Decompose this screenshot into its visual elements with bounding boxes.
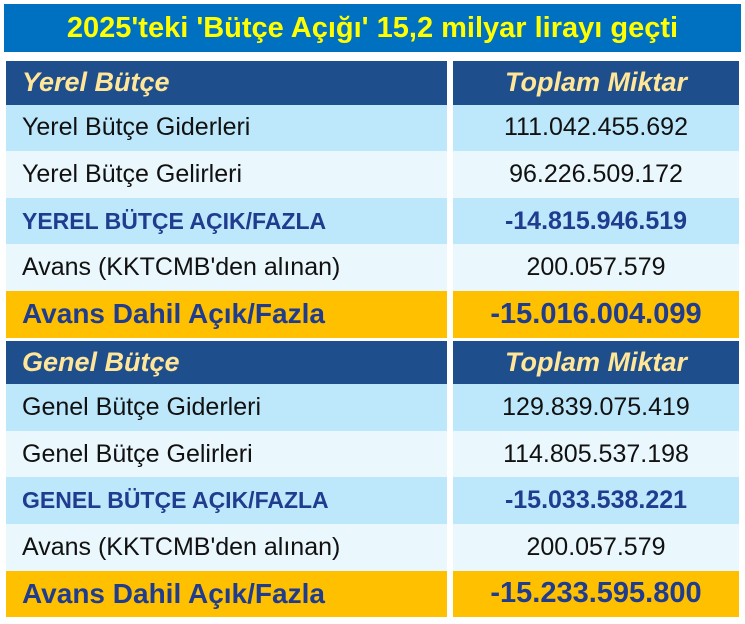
balance-row: GENEL BÜTÇE AÇIK/FAZLA -15.033.538.221: [6, 477, 739, 524]
row-label: Genel Bütçe Gelirleri: [6, 430, 447, 478]
advance-included-row: Avans Dahil Açık/Fazla -15.233.595.800: [6, 570, 739, 618]
row-label: GENEL BÜTÇE AÇIK/FAZLA: [6, 477, 447, 524]
section-header-local: Yerel Bütçe Toplam Miktar: [6, 58, 739, 105]
section-label: Genel Bütçe: [6, 337, 447, 385]
section-label: Yerel Bütçe: [6, 58, 447, 105]
table-row: Avans (KKTCMB'den alınan) 200.057.579: [6, 523, 739, 571]
amount-header: Toplam Miktar: [453, 58, 739, 105]
table-row: Genel Bütçe Gelirleri 114.805.537.198: [6, 430, 739, 478]
table-row: Avans (KKTCMB'den alınan) 200.057.579: [6, 244, 739, 291]
row-value: -15.233.595.800: [453, 570, 739, 618]
row-value: -14.815.946.519: [453, 197, 739, 245]
row-value: 129.839.075.419: [453, 384, 739, 431]
row-label: Avans Dahil Açık/Fazla: [6, 290, 447, 338]
section-header-general: Genel Bütçe Toplam Miktar: [6, 337, 739, 385]
page-title: 2025'teki 'Bütçe Açığı' 15,2 milyar lira…: [4, 4, 741, 52]
row-value: -15.033.538.221: [453, 477, 739, 524]
row-value: 200.057.579: [453, 523, 739, 571]
table-row: Yerel Bütçe Gelirleri 96.226.509.172: [6, 151, 739, 198]
row-label: YEREL BÜTÇE AÇIK/FAZLA: [6, 197, 447, 245]
row-value: -15.016.004.099: [453, 290, 739, 338]
row-label: Avans Dahil Açık/Fazla: [6, 570, 447, 618]
balance-row: YEREL BÜTÇE AÇIK/FAZLA -14.815.946.519: [6, 197, 739, 245]
row-value: 114.805.537.198: [453, 430, 739, 478]
row-value: 96.226.509.172: [453, 151, 739, 198]
row-label: Genel Bütçe Giderleri: [6, 384, 447, 431]
row-label: Yerel Bütçe Giderleri: [6, 104, 447, 152]
row-label: Avans (KKTCMB'den alınan): [6, 244, 447, 291]
advance-included-row: Avans Dahil Açık/Fazla -15.016.004.099: [6, 290, 739, 338]
budget-table: Yerel Bütçe Toplam Miktar Yerel Bütçe Gi…: [6, 58, 739, 618]
table-row: Yerel Bütçe Giderleri 111.042.455.692: [6, 104, 739, 152]
table-row: Genel Bütçe Giderleri 129.839.075.419: [6, 384, 739, 431]
row-value: 200.057.579: [453, 244, 739, 291]
row-label: Yerel Bütçe Gelirleri: [6, 151, 447, 198]
row-value: 111.042.455.692: [453, 104, 739, 152]
amount-header: Toplam Miktar: [453, 337, 739, 385]
row-label: Avans (KKTCMB'den alınan): [6, 523, 447, 571]
